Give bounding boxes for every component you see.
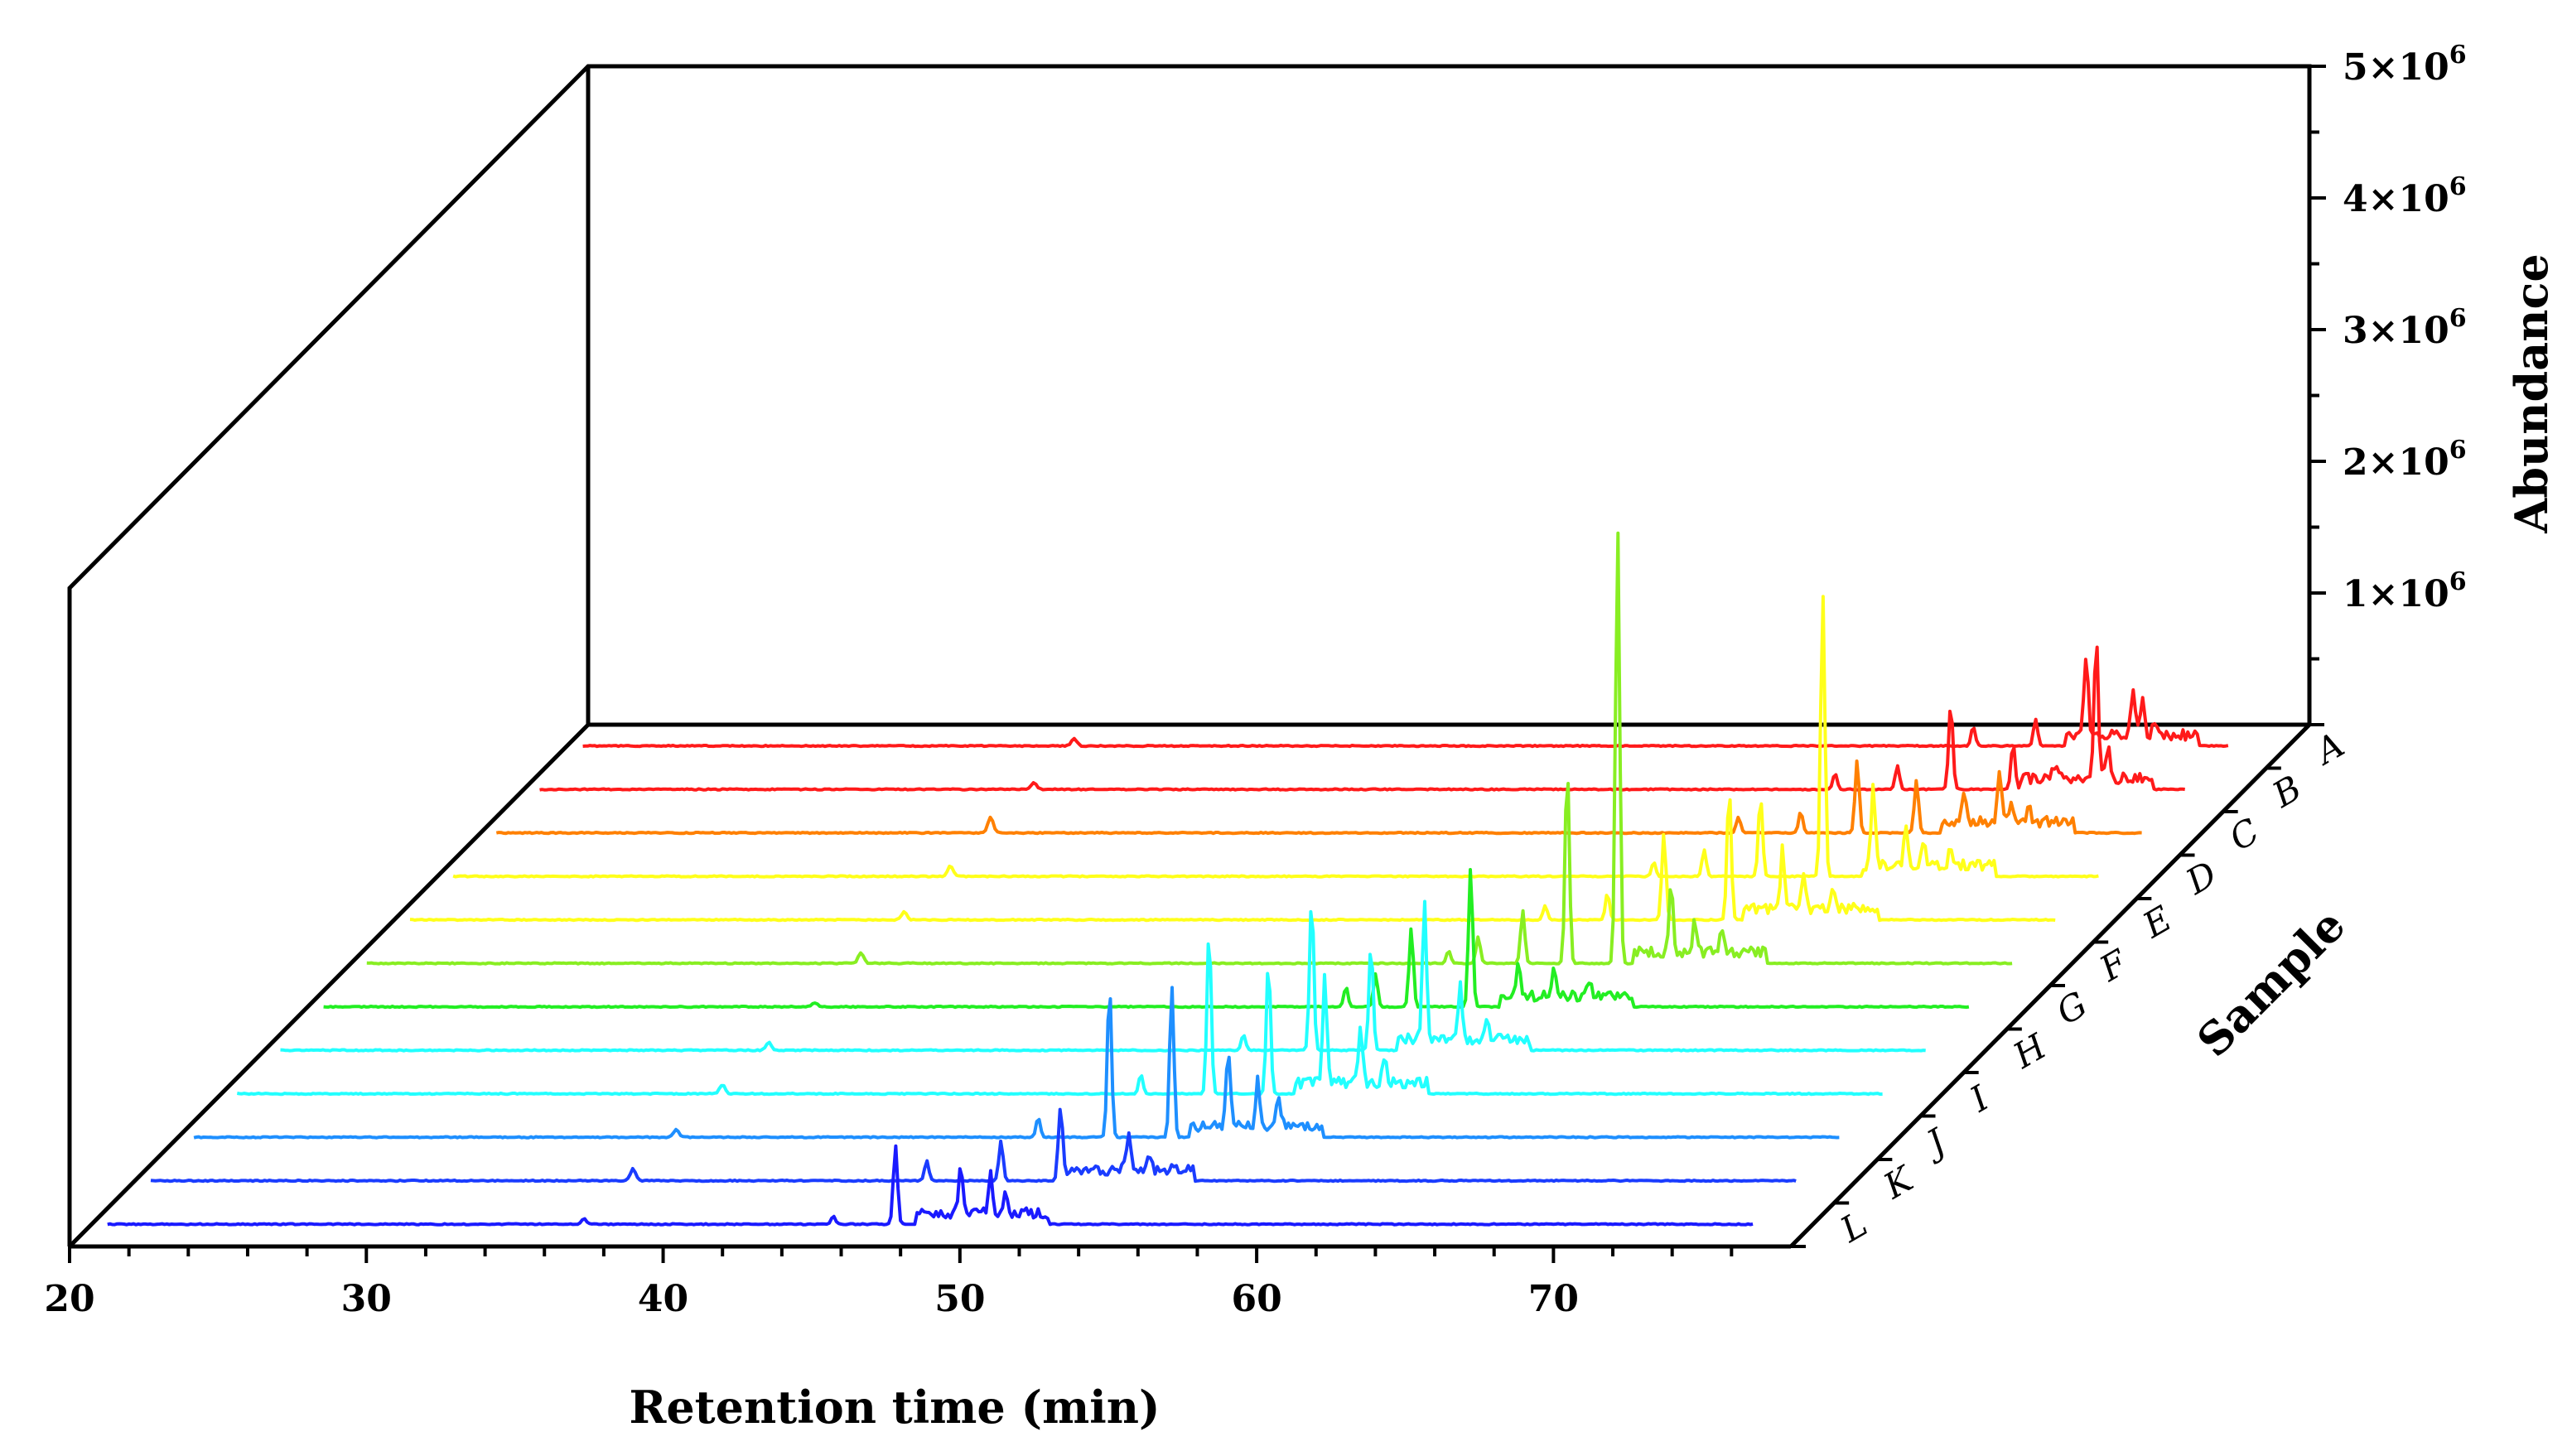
trace-l (107, 1144, 1754, 1227)
sample-tick-label: I (1962, 1077, 1996, 1120)
y-tick-exponent: 6 (2449, 567, 2467, 596)
x-tick-label: 60 (1231, 1278, 1281, 1320)
sample-tick-label: K (1876, 1157, 1922, 1207)
sample-tick-label: E (2135, 898, 2179, 946)
y-tick-exponent: 6 (2449, 41, 2467, 70)
sample-tick-label: A (2306, 724, 2351, 774)
sample-tick-label: D (2179, 853, 2224, 903)
trace-d (452, 595, 2099, 879)
back-wall (67, 64, 2312, 1246)
x-axis-title: Retention time (min) (629, 1381, 1160, 1434)
x-tick-label: 70 (1528, 1278, 1579, 1320)
y-tick-label: 5×106 (2343, 41, 2467, 89)
trace-f (366, 531, 2013, 966)
y-tick-base: 5×10 (2343, 46, 2449, 89)
sample-tick-label: J (1914, 1120, 1954, 1166)
trace-j (193, 986, 1840, 1140)
trace-b (539, 645, 2185, 792)
y-tick-label: 2×106 (2343, 436, 2467, 484)
chromatogram-traces (107, 531, 2229, 1227)
y-tick-base: 1×10 (2343, 573, 2449, 615)
sample-axis-title: Sample (2187, 899, 2355, 1067)
x-tick-label: 20 (44, 1278, 94, 1320)
left-depth-line (68, 723, 590, 1248)
y-tick-label: 4×106 (2343, 172, 2467, 220)
trace-a (582, 658, 2229, 749)
x-axis-ticks: 20 30 40 50 60 70 (44, 1246, 1734, 1320)
y-tick-base: 2×10 (2343, 441, 2449, 484)
axes-frame (67, 64, 2312, 1249)
trace-k (150, 1107, 1797, 1184)
y-tick-exponent: 6 (2449, 436, 2467, 465)
sample-tick-label: F (2092, 941, 2135, 989)
sample-tick-label: L (1833, 1203, 1875, 1251)
sample-tick-label: B (2265, 768, 2308, 816)
trace-h (280, 899, 1926, 1053)
sample-tick-label: C (2222, 810, 2266, 859)
x-tick-label: 40 (638, 1278, 688, 1320)
y-tick-base: 4×10 (2343, 178, 2449, 220)
trace-g (323, 868, 1970, 1010)
trace-i (236, 942, 1883, 1097)
y-tick-label: 3×106 (2343, 304, 2467, 352)
x-tick-label: 50 (934, 1278, 985, 1320)
y-tick-base: 3×10 (2343, 310, 2449, 352)
sample-tick-label: H (2005, 1025, 2053, 1077)
trace-c (495, 759, 2142, 836)
y-tick-exponent: 6 (2449, 172, 2467, 201)
y-axis-title: Abundance (2505, 253, 2558, 533)
y-tick-exponent: 6 (2449, 304, 2467, 333)
y-tick-label: 1×106 (2343, 567, 2467, 615)
sample-tick-label: G (2049, 984, 2094, 1033)
x-tick-label: 30 (341, 1278, 392, 1320)
trace-e (409, 798, 2056, 923)
